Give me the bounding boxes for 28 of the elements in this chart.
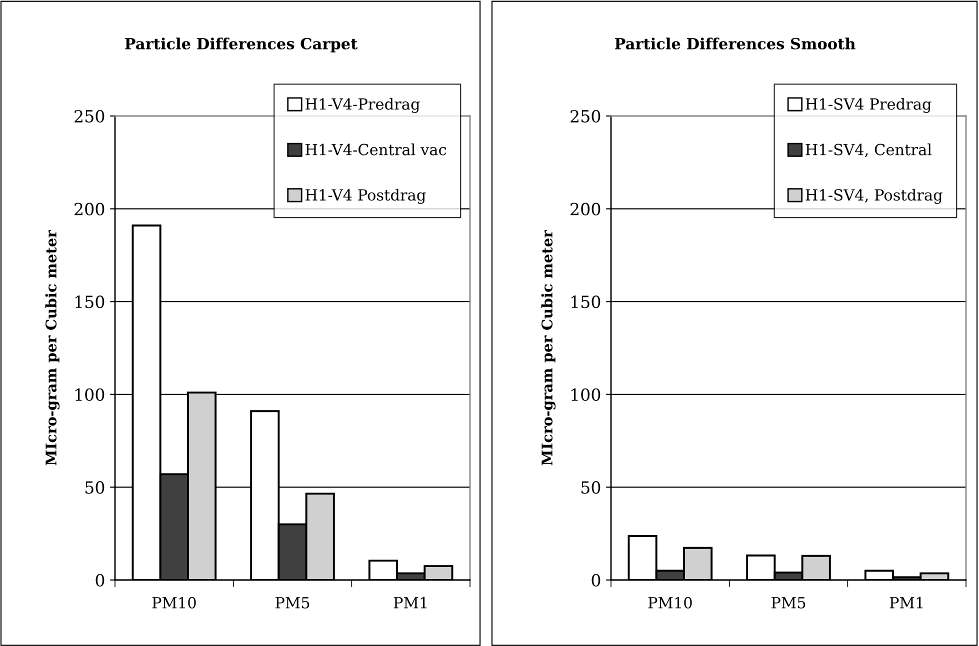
y-tick-label: 100	[572, 388, 600, 401]
x-tick-label: PM10	[152, 596, 196, 608]
y-tick-label: 250	[74, 110, 104, 123]
chart-title: Particle Differences Smooth	[614, 38, 856, 50]
y-axis-title: MIcro-gram per Cubic meter	[541, 230, 556, 466]
y-axis-title: MIcro-gram per Cubic meter	[45, 230, 60, 466]
x-tick-label: PM5	[276, 597, 310, 608]
legend-label: H1-SV4, Postdrag	[806, 188, 942, 204]
legend-label: H1-SV4 Predrag	[806, 98, 932, 113]
y-tick-label: 50	[85, 481, 104, 494]
x-tick-label: PM5	[772, 597, 806, 608]
legend-label: H1-V4-Predrag	[306, 98, 420, 113]
y-tick-label: 0	[592, 574, 600, 587]
y-tick-label: 250	[570, 110, 600, 123]
x-tick-label: PM10	[648, 596, 692, 608]
legend-label: H1-SV4, Central	[806, 144, 932, 158]
x-tick-label: PM1	[394, 596, 426, 608]
y-tick-label: 150	[572, 296, 600, 308]
y-tick-label: 200	[74, 202, 104, 216]
chart-title: Particle Differences Carpet	[125, 38, 358, 52]
y-tick-label: 50	[581, 481, 600, 494]
y-tick-label: 200	[570, 202, 600, 216]
y-tick-label: 100	[76, 388, 104, 401]
legend-label: H1-V4-Central vac	[306, 144, 446, 156]
x-tick-label: PM1	[890, 596, 922, 608]
y-tick-label: 0	[96, 574, 104, 587]
y-tick-label: 150	[76, 296, 104, 308]
legend-label: H1-V4 Postdrag	[306, 188, 426, 204]
